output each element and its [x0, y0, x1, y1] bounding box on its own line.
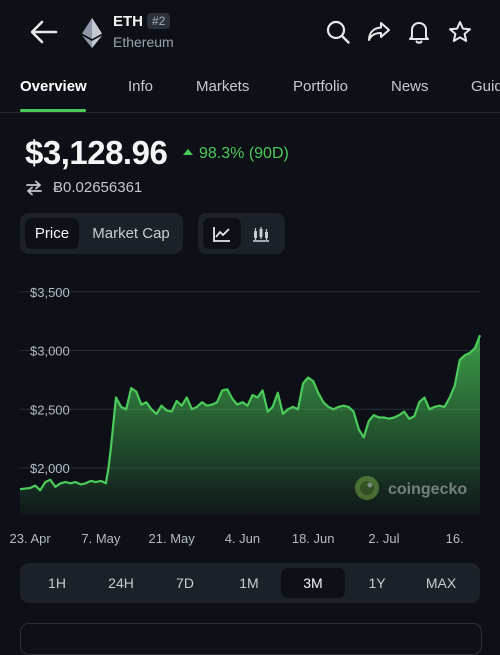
x-tick-label: 21. May — [149, 531, 196, 546]
rank-badge: #2 — [147, 13, 171, 29]
tab-info[interactable]: Info — [128, 78, 154, 95]
x-tick-label: 18. Jun — [292, 531, 335, 546]
bell-icon[interactable] — [406, 19, 432, 45]
y-tick-label: $2,500 — [30, 402, 70, 417]
swap-icon — [26, 180, 42, 196]
range-1h[interactable]: 1H — [48, 575, 66, 591]
x-tick-label: 16. — [446, 531, 464, 546]
coingecko-watermark: coingecko — [355, 476, 467, 500]
range-3m[interactable]: 3M — [281, 568, 345, 598]
star-icon[interactable] — [447, 19, 473, 45]
back-arrow-icon[interactable] — [28, 18, 60, 46]
y-tick-label: $3,000 — [30, 344, 70, 359]
price-chart[interactable]: $2,000 $2,500 $3,000 $3,500 23. Apr 7. May 21… — [0, 280, 500, 555]
tab-markets[interactable]: Markets — [196, 78, 250, 95]
price-change-value: 98.3% (90D) — [199, 145, 289, 162]
range-max[interactable]: MAX — [425, 575, 457, 591]
btc-price: Ƀ0.02656361 — [53, 179, 143, 196]
range-1m[interactable]: 1M — [239, 575, 259, 591]
price-line — [19, 334, 482, 492]
candlestick-icon — [253, 227, 269, 242]
time-range-selector: 1H 24H 7D 1M 3M 1Y MAX — [20, 563, 480, 603]
range-24h[interactable]: 24H — [108, 575, 134, 591]
x-tick-label: 2. Jul — [368, 531, 399, 546]
chart-type-toggle — [198, 213, 285, 254]
y-tick-label: $3,500 — [30, 285, 70, 300]
tab-overview[interactable]: Overview — [20, 78, 87, 95]
x-tick-label: 7. May — [81, 531, 121, 546]
search-icon[interactable] — [325, 19, 351, 45]
tab-guide[interactable]: Guid — [471, 78, 500, 95]
active-tab-indicator — [20, 109, 86, 112]
candlestick-option[interactable] — [242, 218, 280, 249]
tab-bar: Overview Info Markets Portfolio News Gui… — [0, 66, 500, 113]
line-chart-icon — [213, 227, 230, 242]
coin-name: Ethereum — [113, 34, 174, 50]
watermark-text: coingecko — [388, 481, 467, 498]
coin-ticker: ETH — [113, 13, 143, 30]
top-bar: ETH #2 Ethereum — [0, 0, 500, 66]
next-section-card — [20, 623, 482, 655]
market-cap-toggle-option[interactable]: Market Cap — [92, 225, 170, 242]
range-7d[interactable]: 7D — [176, 575, 194, 591]
y-tick-label: $2,000 — [30, 461, 70, 476]
current-price: $3,128.96 — [25, 134, 168, 171]
tab-portfolio[interactable]: Portfolio — [293, 78, 349, 95]
metric-toggle: Price Market Cap — [20, 213, 183, 254]
x-tick-label: 23. Apr — [10, 531, 52, 546]
x-tick-label: 4. Jun — [225, 531, 260, 546]
ethereum-logo — [82, 18, 102, 48]
price-toggle-option[interactable]: Price — [25, 218, 79, 249]
line-chart-option[interactable] — [203, 218, 241, 249]
range-1y[interactable]: 1Y — [368, 575, 386, 591]
price-change: 98.3% (90D) — [183, 145, 289, 163]
share-icon[interactable] — [366, 19, 392, 45]
up-arrow-icon — [183, 149, 193, 155]
price-area-fill — [20, 335, 480, 515]
tab-news[interactable]: News — [391, 78, 429, 95]
